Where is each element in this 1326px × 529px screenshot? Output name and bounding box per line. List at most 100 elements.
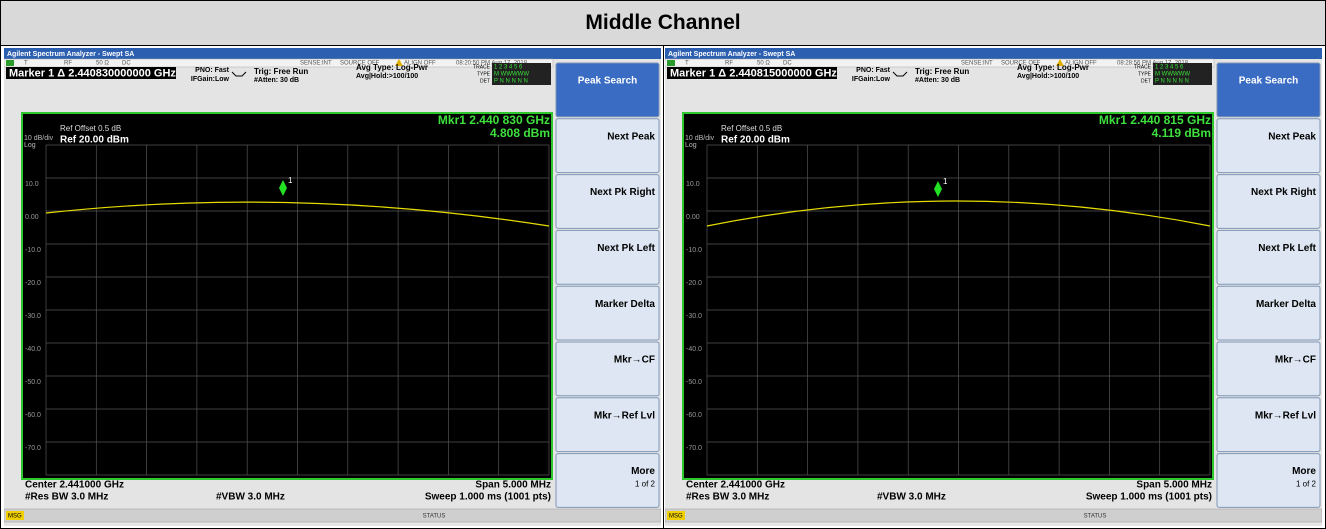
- softkey-label: Mkr→CF: [1275, 355, 1316, 366]
- softkey-sub: 1 of 2: [635, 480, 656, 489]
- bottom-bar: [4, 508, 661, 523]
- marker-diamond: [934, 181, 942, 197]
- softkey[interactable]: [555, 397, 660, 453]
- softkey[interactable]: [1216, 174, 1321, 229]
- y-label: -10.0: [25, 247, 41, 254]
- y-label: 10.0: [25, 181, 39, 188]
- ifgain: IFGain:Low: [852, 76, 891, 83]
- softkey[interactable]: [1216, 285, 1321, 341]
- softkey[interactable]: [555, 229, 660, 285]
- ref-offset: Ref Offset 0.5 dB: [60, 124, 121, 133]
- softkey-label: Mkr→Ref Lvl: [1255, 410, 1316, 421]
- trace-nums: 1 2 3 4 5 6: [1155, 65, 1184, 71]
- trace-nums: 1 2 3 4 5 6: [494, 65, 523, 71]
- softkey-label: Marker Delta: [595, 299, 655, 310]
- avg-type: Avg Type: Log-Pwr: [356, 63, 428, 72]
- marker-num: 1: [288, 176, 293, 185]
- softkey-label: Mkr→Ref Lvl: [594, 410, 655, 421]
- app-title: Agilent Spectrum Analyzer - Swept SA: [7, 51, 134, 58]
- warning-icon: [395, 59, 403, 66]
- y-label: -30.0: [686, 313, 702, 320]
- softkey-label: Next Peak: [607, 131, 655, 142]
- softkey[interactable]: [1216, 62, 1321, 118]
- avg-hold: Avg|Hold:>100/100: [1017, 73, 1079, 80]
- softkey-label: Peak Search: [578, 76, 638, 87]
- softkey[interactable]: [1216, 229, 1321, 285]
- marker-amp: 4.119 dBm: [1152, 126, 1211, 140]
- analyzer-screen: Agilent Spectrum Analyzer - Swept SA T RF 5…: [665, 48, 1322, 526]
- attenuation: #Atten: 30 dB: [915, 77, 960, 84]
- status-item: 08:28:56 PM Aug 17, 2018: [1117, 61, 1189, 67]
- softkey[interactable]: [1216, 341, 1321, 397]
- status-item: SENSE:INT: [300, 61, 332, 67]
- softkey[interactable]: [555, 453, 660, 508]
- trace-label: TRACE: [1134, 64, 1152, 70]
- marker-diamond: [279, 180, 287, 196]
- softkey-label: Marker Delta: [1256, 299, 1316, 310]
- warning-icon: [1056, 59, 1064, 66]
- lxi-icon: [6, 60, 14, 66]
- status: STATUS: [423, 514, 446, 520]
- center: Center 2.441000 GHz: [25, 480, 124, 491]
- title-bar: [665, 48, 1322, 59]
- softkey-label: Next Pk Right: [1251, 187, 1317, 198]
- softkey[interactable]: [1216, 453, 1321, 508]
- status-row: [665, 58, 1215, 68]
- softkey-label: Next Pk Left: [597, 243, 655, 254]
- marker-readout: Marker 1 Δ 2.440815000000 GHz: [670, 67, 837, 79]
- status-item: T: [685, 61, 689, 67]
- msg-box: [667, 511, 685, 520]
- rbw: #Res BW 3.0 MHz: [25, 492, 108, 503]
- status-item: RF: [725, 61, 733, 67]
- title-bar: [4, 48, 661, 59]
- pno-icon: [892, 71, 908, 77]
- sweep: Sweep 1.000 ms (1001 pts): [425, 492, 551, 503]
- y-label: -70.0: [25, 445, 41, 452]
- divider: [663, 46, 664, 528]
- scale: 10 dB/div: [24, 135, 54, 142]
- pno: PNO: Fast: [195, 67, 230, 74]
- status-item: ALIGN OFF: [404, 61, 436, 67]
- marker-amp: 4.808 dBm: [490, 126, 550, 140]
- status-item: ALIGN OFF: [1065, 61, 1097, 67]
- softkey[interactable]: [1216, 397, 1321, 453]
- scale: 10 dB/div: [685, 135, 715, 142]
- sweep: Sweep 1.000 ms (1001 pts): [1086, 492, 1212, 503]
- type-label: TYPE: [1138, 71, 1152, 77]
- status-item: SOURCE OFF: [340, 61, 380, 67]
- marker-freq: Mkr1 2.440 815 GHz: [1099, 113, 1211, 127]
- avg-hold: Avg|Hold:>100/100: [356, 73, 418, 80]
- y-label: -40.0: [686, 346, 702, 353]
- rbw: #Res BW 3.0 MHz: [686, 492, 769, 503]
- log: Log: [24, 142, 36, 149]
- trigger: Trig: Free Run: [254, 67, 308, 76]
- status-item: DC: [783, 61, 792, 67]
- softkey[interactable]: [555, 118, 660, 174]
- msg: MSG: [669, 514, 683, 520]
- marker-box: [6, 67, 176, 79]
- softkey[interactable]: [555, 174, 660, 229]
- softkey[interactable]: [555, 62, 660, 118]
- graph-frame: [21, 112, 553, 480]
- type-vals: M WWWWW: [1155, 72, 1190, 78]
- trace-box: [492, 63, 551, 85]
- status-item: RF: [64, 61, 72, 67]
- y-label: -70.0: [686, 445, 702, 452]
- graph-frame: [682, 112, 1214, 480]
- status-item: DC: [122, 61, 131, 67]
- vbw: #VBW 3.0 MHz: [877, 492, 946, 503]
- softkey-label: More: [1292, 466, 1316, 477]
- center: Center 2.441000 GHz: [686, 480, 785, 491]
- y-label: 0.00: [25, 214, 39, 221]
- trace: [45, 201, 550, 227]
- ref-offset: Ref Offset 0.5 dB: [721, 124, 782, 133]
- softkey[interactable]: [555, 285, 660, 341]
- trace-box: [1153, 63, 1212, 85]
- softkey[interactable]: [555, 341, 660, 397]
- avg-type: Avg Type: Log-Pwr: [1017, 63, 1089, 72]
- softkey[interactable]: [1216, 118, 1321, 174]
- status-item: 08:20:50 PM Aug 17, 2018: [456, 61, 528, 67]
- trace-label: TRACE: [473, 64, 491, 70]
- page-title: Middle Channel: [1, 1, 1325, 46]
